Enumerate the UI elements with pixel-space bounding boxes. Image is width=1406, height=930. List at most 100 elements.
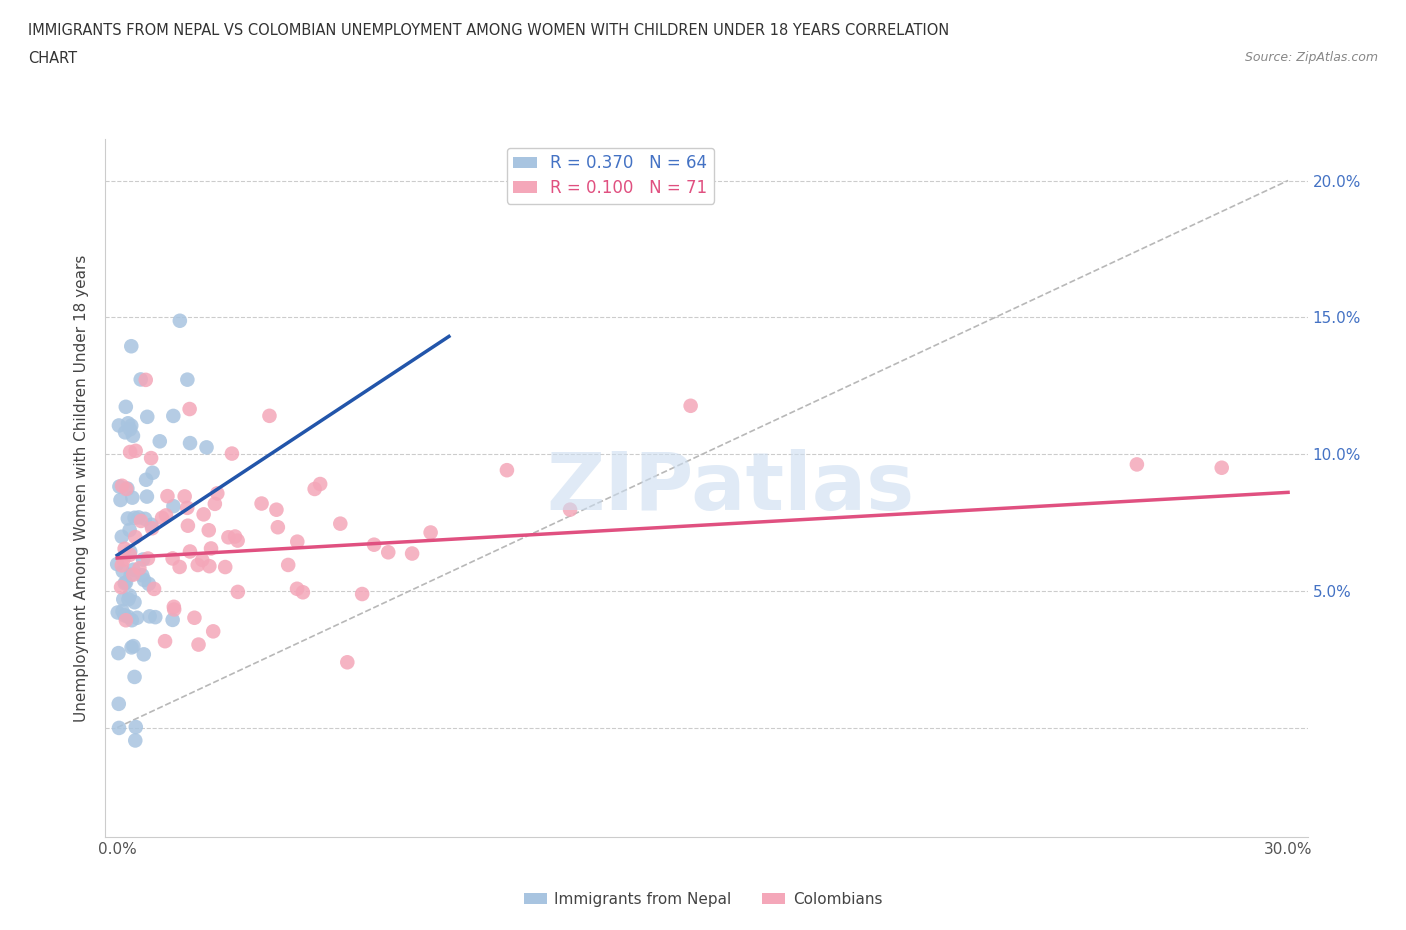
Point — [266, 502, 288, 517]
Point — [214, 560, 236, 575]
Point — [162, 408, 184, 423]
Point — [142, 465, 165, 480]
Point — [136, 409, 159, 424]
Point — [187, 637, 209, 652]
Point — [304, 482, 326, 497]
Point — [363, 538, 385, 552]
Point — [120, 567, 142, 582]
Point — [267, 520, 290, 535]
Point — [124, 511, 146, 525]
Point — [129, 372, 152, 387]
Point — [1211, 460, 1233, 475]
Point — [226, 584, 249, 599]
Point — [187, 558, 209, 573]
Text: Source: ZipAtlas.com: Source: ZipAtlas.com — [1244, 51, 1378, 64]
Point — [117, 481, 139, 496]
Point — [207, 486, 229, 501]
Point — [143, 581, 166, 596]
Point — [173, 489, 195, 504]
Point — [118, 548, 141, 563]
Y-axis label: Unemployment Among Women with Children Under 18 years: Unemployment Among Women with Children U… — [75, 255, 90, 722]
Point — [329, 516, 352, 531]
Point — [108, 418, 131, 432]
Point — [107, 645, 129, 660]
Point — [291, 585, 314, 600]
Point — [115, 482, 138, 497]
Point — [193, 507, 215, 522]
Point — [132, 573, 155, 588]
Point — [198, 559, 221, 574]
Point — [179, 435, 201, 450]
Point — [118, 523, 141, 538]
Point — [419, 525, 441, 540]
Point — [558, 502, 581, 517]
Legend: Immigrants from Nepal, Colombians: Immigrants from Nepal, Colombians — [517, 886, 889, 913]
Point — [124, 444, 146, 458]
Legend: R = 0.370   N = 64, R = 0.100   N = 71: R = 0.370 N = 64, R = 0.100 N = 71 — [506, 148, 714, 204]
Point — [128, 561, 150, 576]
Point — [110, 493, 132, 508]
Point — [139, 451, 162, 466]
Point — [150, 511, 173, 525]
Point — [195, 440, 218, 455]
Point — [155, 508, 177, 523]
Point — [226, 533, 249, 548]
Point — [117, 609, 139, 624]
Point — [107, 697, 129, 711]
Point — [122, 563, 145, 578]
Point — [110, 579, 132, 594]
Point — [259, 408, 281, 423]
Point — [136, 551, 159, 566]
Point — [121, 613, 143, 628]
Point — [141, 517, 163, 532]
Point — [112, 591, 135, 606]
Point — [108, 721, 131, 736]
Point — [177, 518, 200, 533]
Point — [122, 429, 145, 444]
Point — [117, 416, 139, 431]
Point — [250, 496, 273, 511]
Point — [122, 639, 145, 654]
Point — [122, 567, 145, 582]
Point — [143, 610, 166, 625]
Point — [204, 497, 226, 512]
Point — [309, 476, 332, 491]
Point — [496, 463, 519, 478]
Point — [114, 425, 136, 440]
Point — [200, 541, 222, 556]
Point — [107, 605, 129, 620]
Point — [125, 720, 148, 735]
Point — [169, 313, 191, 328]
Point — [111, 529, 134, 544]
Point — [679, 398, 702, 413]
Point — [131, 568, 153, 583]
Point — [138, 577, 160, 591]
Point — [117, 512, 139, 526]
Point — [176, 372, 198, 387]
Point — [117, 591, 139, 606]
Point — [105, 557, 128, 572]
Text: IMMIGRANTS FROM NEPAL VS COLOMBIAN UNEMPLOYMENT AMONG WOMEN WITH CHILDREN UNDER : IMMIGRANTS FROM NEPAL VS COLOMBIAN UNEMP… — [28, 23, 949, 38]
Point — [134, 512, 156, 526]
Point — [135, 372, 157, 387]
Point — [118, 588, 141, 603]
Point — [163, 599, 186, 614]
Point — [135, 489, 157, 504]
Point — [120, 339, 142, 353]
Point — [197, 523, 219, 538]
Point — [191, 552, 214, 567]
Point — [277, 557, 299, 572]
Point — [108, 479, 131, 494]
Point — [111, 478, 134, 493]
Point — [111, 564, 134, 578]
Point — [162, 551, 184, 565]
Point — [121, 640, 143, 655]
Point — [124, 595, 146, 610]
Point — [114, 576, 136, 591]
Point — [149, 434, 172, 449]
Point — [141, 521, 163, 536]
Point — [115, 613, 138, 628]
Point — [124, 529, 146, 544]
Point — [135, 472, 157, 487]
Point — [336, 655, 359, 670]
